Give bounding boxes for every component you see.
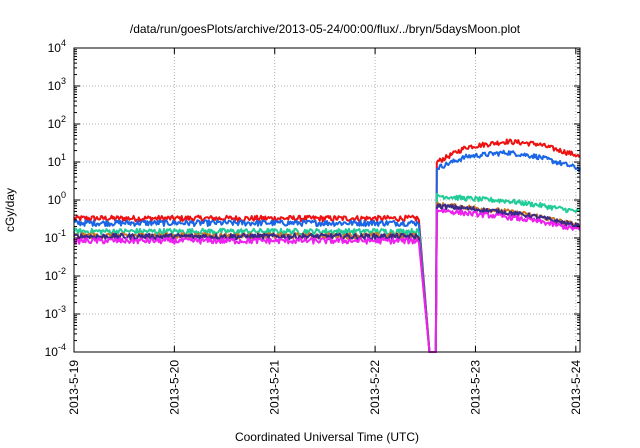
x-axis: 2013-5-19 2013-5-20 2013-5-21 2013-5-22 2013… xyxy=(67,48,583,415)
series-line-2 xyxy=(73,149,581,353)
y-tick-label: 100 xyxy=(48,190,66,207)
y-tick-label: 104 xyxy=(48,38,66,55)
y-tick-label: 10-1 xyxy=(45,228,66,245)
y-axis-label: cGy/day xyxy=(3,188,17,232)
series-line-3 xyxy=(73,192,581,353)
x-tick-label: 2013-5-23 xyxy=(468,360,482,415)
y-tick-label: 101 xyxy=(48,152,66,169)
x-tick-label: 2013-5-24 xyxy=(569,360,583,415)
y-tick-label: 10-4 xyxy=(45,342,66,359)
y-tick-label: 10-2 xyxy=(45,266,66,283)
chart-title: /data/run/goesPlots/archive/2013-05-24/0… xyxy=(130,22,521,36)
series-line-6 xyxy=(73,208,581,353)
y-axis: 10-4 10-3 10-2 10-1 100 101 102 103 104 xyxy=(45,38,580,359)
x-axis-label: Coordinated Universal Time (UTC) xyxy=(235,430,419,444)
y-tick-label: 102 xyxy=(48,114,66,131)
series-layer xyxy=(73,138,581,353)
y-tick-label: 103 xyxy=(48,76,66,93)
y-tick-label: 10-3 xyxy=(45,304,66,321)
grid-lines xyxy=(74,48,580,352)
series-line-5 xyxy=(73,203,581,353)
series-line-1 xyxy=(73,138,581,353)
x-tick-label: 2013-5-21 xyxy=(268,360,282,415)
x-tick-label: 2013-5-20 xyxy=(167,360,181,415)
x-tick-label: 2013-5-19 xyxy=(67,360,81,415)
x-tick-label: 2013-5-22 xyxy=(368,360,382,415)
